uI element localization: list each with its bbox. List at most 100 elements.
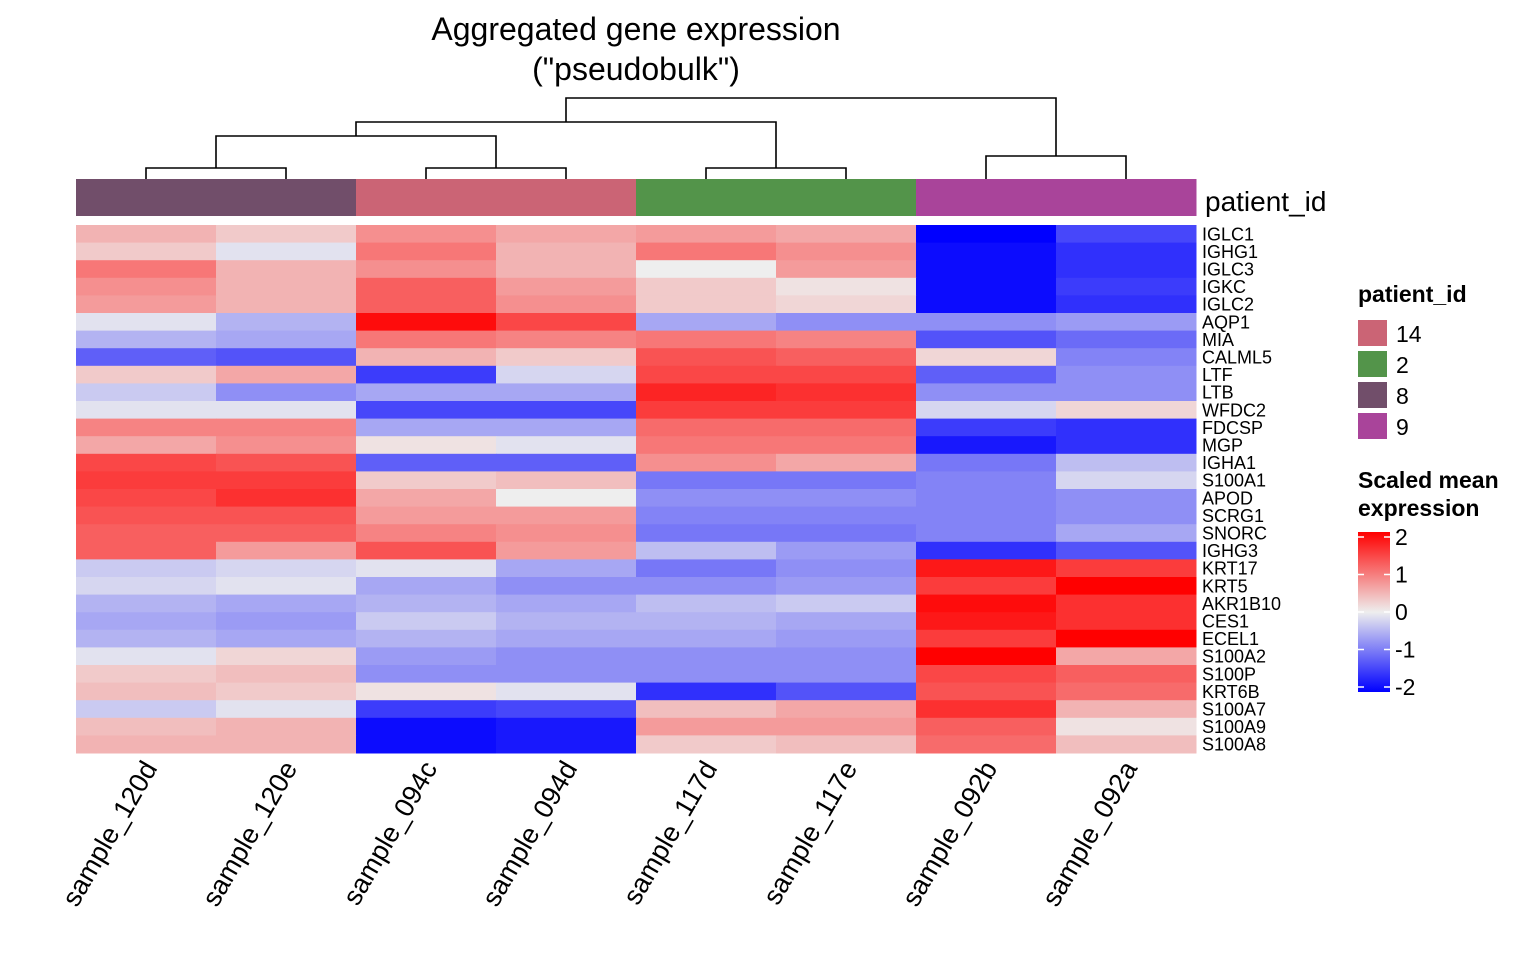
heatmap-cell (636, 348, 777, 367)
row-label: MGP (1202, 436, 1243, 456)
heatmap-cell (496, 506, 637, 525)
heatmap-cell (916, 735, 1057, 754)
heatmap-cell (1056, 735, 1197, 754)
patient-legend-swatch (1358, 320, 1387, 346)
scale-tick-label: 0 (1395, 599, 1408, 625)
heatmap-cell (76, 383, 217, 402)
annotation-cell (216, 179, 357, 216)
heatmap-cell (216, 330, 357, 349)
heatmap-cell (776, 277, 917, 296)
heatmap-cell (636, 453, 777, 472)
heatmap-cell (636, 260, 777, 279)
heatmap-cell (916, 225, 1057, 244)
heatmap-cell (916, 348, 1057, 367)
heatmap-cell (76, 559, 217, 578)
heatmap-cell (776, 541, 917, 560)
scale-tick-label: -1 (1395, 637, 1415, 663)
heatmap-cell (216, 453, 357, 472)
heatmap-cell (76, 577, 217, 596)
heatmap-cell (76, 436, 217, 455)
heatmap-cell (636, 541, 777, 560)
annotation-name: patient_id (1205, 186, 1326, 217)
heatmap-cell (496, 559, 637, 578)
row-label: LTF (1202, 365, 1233, 385)
heatmap-cell (1056, 453, 1197, 472)
heatmap-cell (1056, 348, 1197, 367)
annotation-cell (1056, 179, 1197, 216)
chart-title: Aggregated gene expression (431, 11, 840, 47)
heatmap-cell (916, 489, 1057, 508)
heatmap-cell (496, 313, 637, 332)
heatmap-cell (356, 260, 497, 279)
heatmap-cell (216, 577, 357, 596)
column-label: sample_117e (757, 756, 863, 910)
heatmap-cell (1056, 489, 1197, 508)
heatmap-cell (636, 365, 777, 384)
heatmap-cell (776, 506, 917, 525)
heatmap-cell (776, 436, 917, 455)
heatmap-cell (76, 365, 217, 384)
heatmap-cell (356, 506, 497, 525)
heatmap-cell (776, 717, 917, 736)
heatmap-cell (216, 348, 357, 367)
dendrogram-branch (985, 155, 1127, 179)
heatmap-cell (916, 277, 1057, 296)
heatmap-cell (216, 594, 357, 613)
heatmap-cell (216, 541, 357, 560)
heatmap-cell (1056, 647, 1197, 666)
heatmap-cell (76, 594, 217, 613)
row-label: IGLC3 (1202, 260, 1254, 280)
heatmap-cell (216, 383, 357, 402)
row-label: S100A8 (1202, 735, 1266, 755)
heatmap-cell (636, 489, 777, 508)
heatmap-cell (1056, 260, 1197, 279)
patient-legend: patient_id 14 2 8 9 (1358, 281, 1467, 440)
heatmap-cell (776, 401, 917, 420)
heatmap-cell (1056, 665, 1197, 684)
heatmap-cell (216, 260, 357, 279)
row-label: S100A7 (1202, 700, 1266, 720)
heatmap-cell (636, 594, 777, 613)
heatmap-cell (356, 541, 497, 560)
heatmap-cell (496, 436, 637, 455)
dendrogram-branch (425, 167, 567, 179)
heatmap-cell (356, 524, 497, 543)
patient-legend-label: 2 (1396, 352, 1409, 378)
heatmap-cell (1056, 717, 1197, 736)
row-label: ECEL1 (1202, 629, 1259, 649)
heatmap-cell (776, 612, 917, 631)
heatmap-cell (356, 225, 497, 244)
heatmap-cell (1056, 577, 1197, 596)
heatmap-cell (216, 401, 357, 420)
heatmap-cell (356, 665, 497, 684)
heatmap-cell (776, 348, 917, 367)
heatmap-cell (636, 506, 777, 525)
heatmap-cell (356, 489, 497, 508)
row-label: CES1 (1202, 612, 1249, 632)
heatmap-cell (776, 295, 917, 314)
heatmap-cell (76, 682, 217, 701)
heatmap-cell (1056, 471, 1197, 490)
patient-legend-label: 8 (1396, 383, 1409, 409)
annotation-cell (356, 179, 497, 216)
row-label: S100A2 (1202, 647, 1266, 667)
heatmap-cell (216, 524, 357, 543)
heatmap-cell (496, 629, 637, 648)
heatmap-cell (776, 524, 917, 543)
row-label: APOD (1202, 488, 1253, 508)
row-label: LTB (1202, 383, 1234, 403)
heatmap-cell (216, 612, 357, 631)
heatmap-cell (1056, 612, 1197, 631)
heatmap-cell (636, 629, 777, 648)
heatmap-cell (496, 700, 637, 719)
heatmap-cell (76, 401, 217, 420)
heatmap-cell (916, 612, 1057, 631)
row-label: KRT6B (1202, 682, 1260, 702)
heatmap-cell (496, 682, 637, 701)
heatmap-cell (776, 453, 917, 472)
row-label: IGLC2 (1202, 295, 1254, 315)
heatmap-cell (1056, 383, 1197, 402)
heatmap-cell (216, 629, 357, 648)
heatmap-cell (496, 295, 637, 314)
dendrogram-branch (355, 121, 777, 168)
